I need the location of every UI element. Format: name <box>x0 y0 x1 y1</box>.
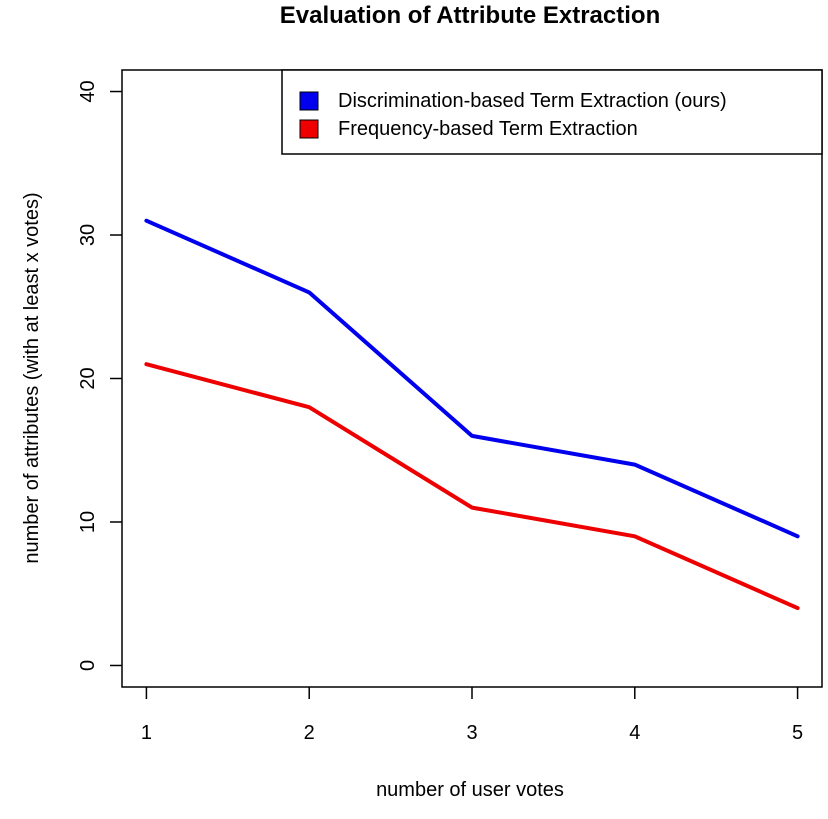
plot-frame <box>121 69 823 688</box>
series-layer <box>144 218 800 611</box>
series-line-2 <box>144 362 800 611</box>
chart-title: Evaluation of Attribute Extraction <box>280 2 660 29</box>
x-tick-label: 5 <box>792 722 803 744</box>
x-tick-label: 2 <box>304 722 315 744</box>
legend-box <box>281 69 823 155</box>
x-axis: 1 2 3 4 5 <box>141 687 803 744</box>
legend-swatch-2 <box>299 119 319 139</box>
y-tick-label: 20 <box>77 367 99 389</box>
legend-label-2: Frequency-based Term Extraction <box>338 118 638 140</box>
y-tick-label: 0 <box>77 660 99 671</box>
legend: Discrimination-based Term Extraction (ou… <box>281 69 823 155</box>
legend-swatch-1 <box>299 91 319 111</box>
x-axis-label: number of user votes <box>376 779 564 801</box>
x-tick-label: 1 <box>141 722 152 744</box>
y-axis-label: number of attributes (with at least x vo… <box>21 192 43 563</box>
series-line-1 <box>144 218 800 539</box>
x-tick-label: 3 <box>466 722 477 744</box>
y-tick-label: 40 <box>77 80 99 102</box>
y-tick-label: 10 <box>77 511 99 533</box>
x-tick-label: 4 <box>629 722 640 744</box>
legend-label-1: Discrimination-based Term Extraction (ou… <box>338 90 727 112</box>
y-tick-label: 30 <box>77 224 99 246</box>
y-axis: 0 10 20 30 40 <box>77 80 122 671</box>
